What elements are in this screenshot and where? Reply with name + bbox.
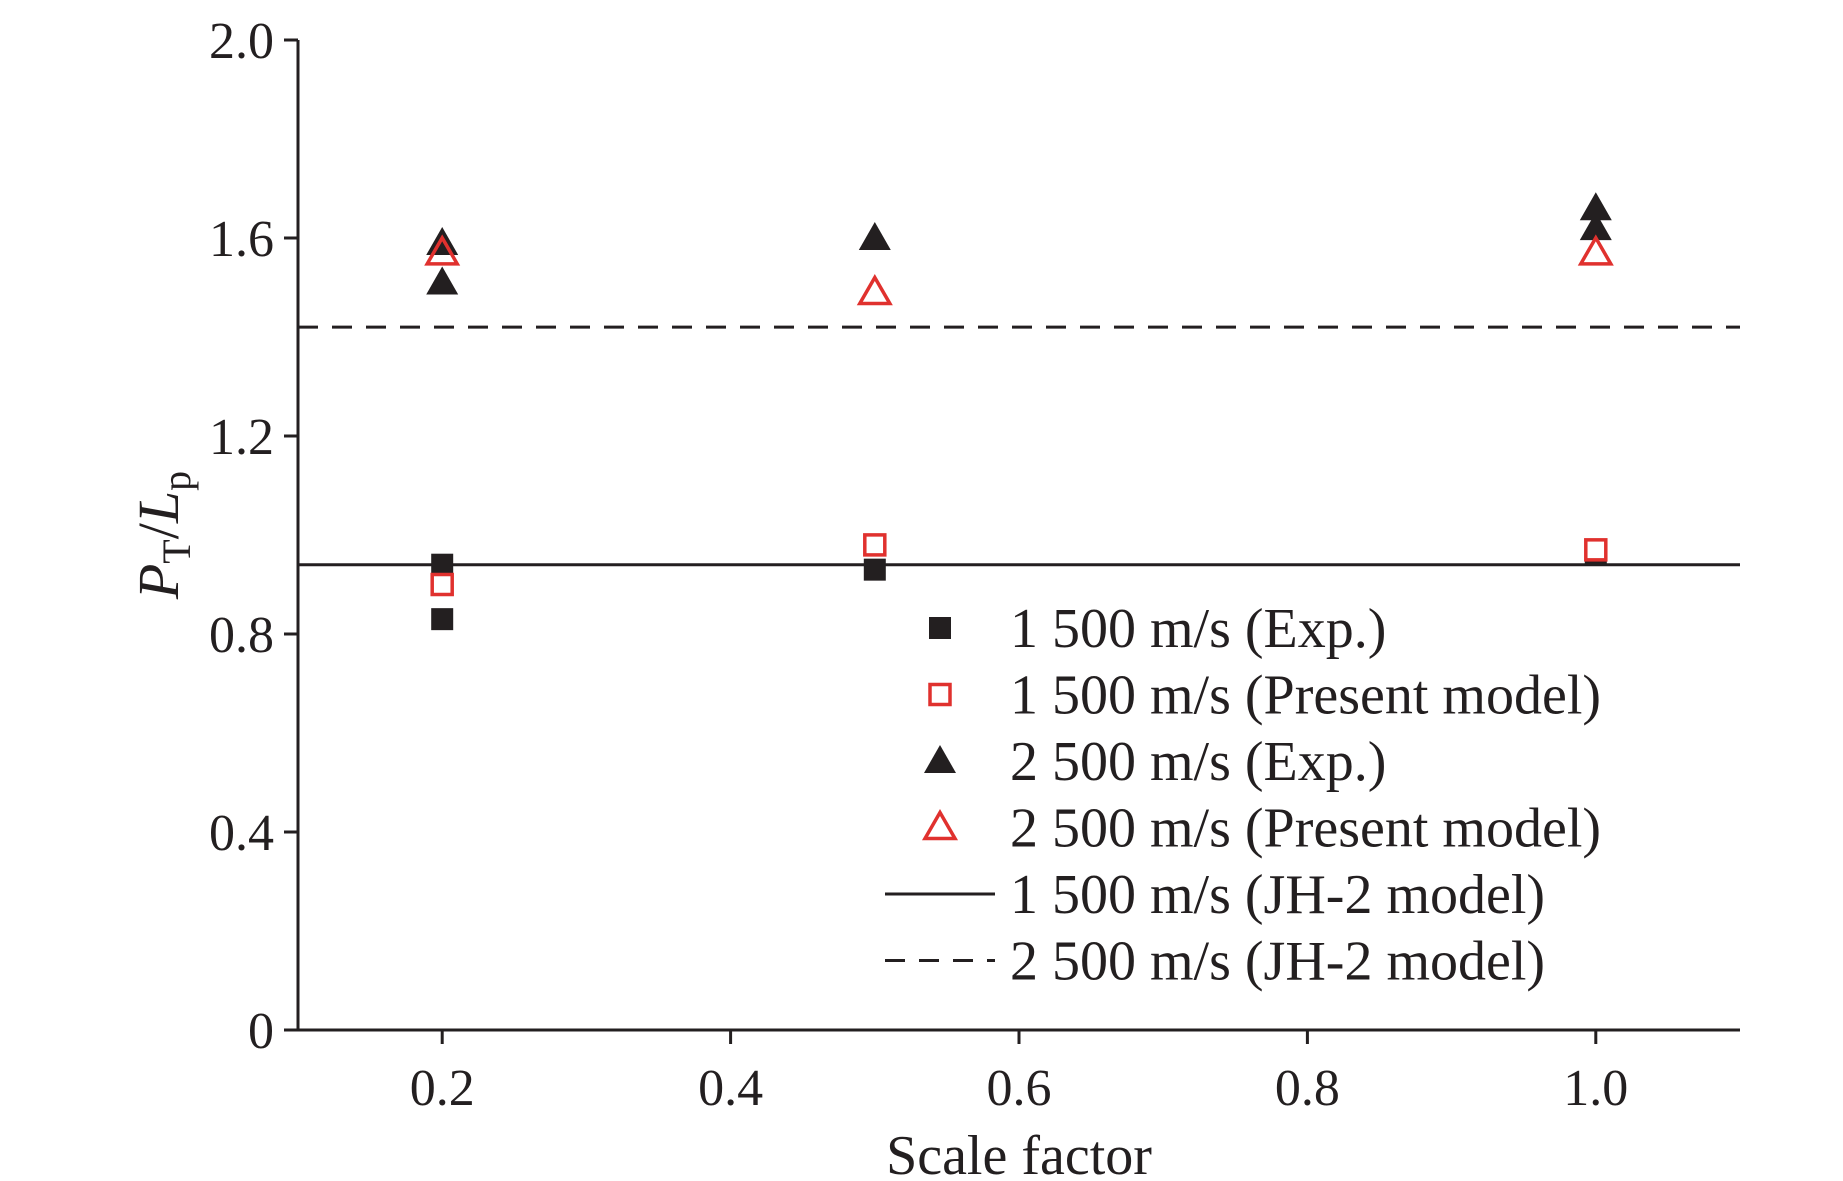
- point-s2-2: [858, 222, 891, 250]
- point-s3-2: [1577, 234, 1614, 266]
- point-s2-4: [1579, 212, 1612, 241]
- x-tick-label-0: 0.2: [410, 1060, 475, 1117]
- x-tick-label-3: 0.8: [1275, 1060, 1340, 1117]
- legend-label-2: 2 500 m/s (Exp.): [1010, 731, 1386, 793]
- legend-swatch-1: [928, 682, 952, 707]
- legend-swatch-3: [921, 808, 959, 841]
- y-axis-title-sub-p: p: [154, 471, 199, 491]
- y-ticks: 0 0.4 0.8 1.2 1.6 2.0: [209, 13, 298, 1060]
- point-s3-0: [424, 234, 461, 266]
- point-s1-0: [430, 572, 454, 597]
- x-tick-label-1: 0.4: [698, 1060, 763, 1117]
- x-axis-title: Scale factor: [886, 1125, 1152, 1181]
- legend-label-4: 1 500 m/s (JH-2 model): [1010, 864, 1545, 926]
- legend-swatch-2: [924, 745, 956, 773]
- legend-label-0: 1 500 m/s (Exp.): [1010, 598, 1386, 660]
- legend-label-3: 2 500 m/s (Present model): [1010, 798, 1601, 860]
- y-axis-title-l: L: [126, 491, 191, 524]
- legend-swatch-0: [929, 617, 951, 639]
- point-s0-0: [431, 553, 454, 576]
- y-tick-label-0: 0: [248, 1003, 274, 1060]
- point-s0-1: [431, 608, 454, 631]
- legend: 1 500 m/s (Exp.)1 500 m/s (Present model…: [885, 598, 1601, 993]
- y-tick-label-5: 2.0: [209, 13, 274, 70]
- y-tick-label-2: 0.8: [209, 607, 274, 664]
- point-s3-1: [856, 273, 893, 306]
- x-tick-label-4: 1.0: [1563, 1060, 1628, 1117]
- legend-label-1: 1 500 m/s (Present model): [1010, 665, 1601, 727]
- point-s2-3: [1579, 192, 1612, 221]
- point-s2-1: [426, 266, 459, 295]
- legend-label-5: 2 500 m/s (JH-2 model): [1010, 931, 1545, 993]
- y-tick-label-3: 1.2: [209, 409, 274, 466]
- y-axis-title-sub-t: T: [154, 539, 199, 563]
- point-s1-2: [1584, 538, 1608, 562]
- y-axis-title-p: P: [126, 564, 191, 600]
- y-tick-label-1: 0.4: [209, 805, 274, 862]
- x-tick-label-2: 0.6: [987, 1060, 1052, 1117]
- y-axis-title: PT/Lp: [126, 471, 199, 600]
- reference-lines: [298, 325, 1740, 567]
- x-ticks: 0.2 0.4 0.6 0.8 1.0: [410, 1030, 1628, 1117]
- svg-text:PT/Lp: PT/Lp: [126, 471, 199, 600]
- y-tick-label-4: 1.6: [209, 211, 274, 268]
- data-points: [424, 192, 1614, 631]
- point-s1-1: [863, 533, 887, 557]
- point-s0-2: [863, 558, 886, 581]
- y-axis-title-slash: /: [126, 522, 191, 539]
